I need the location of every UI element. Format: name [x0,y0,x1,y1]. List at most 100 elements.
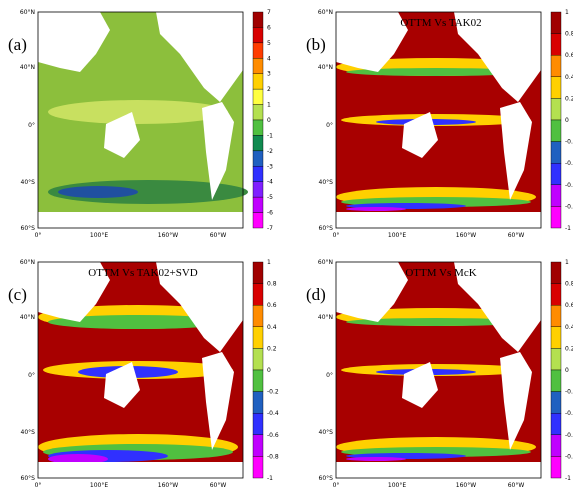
colorbar-box [551,55,561,77]
colorbar-box [551,34,561,56]
lat-tick-label: 40°N [20,314,35,321]
field-band [48,100,228,124]
colorbar-label: -0.8 [565,203,573,210]
colorbar-box [253,348,263,370]
lat-tick-label: 0° [28,372,35,379]
colorbar-label: -0.2 [267,389,279,396]
colorbar-box [253,27,263,42]
colorbar-box [551,305,561,327]
colorbar-box [253,456,263,478]
colorbar-label: 0 [565,367,569,374]
colorbar-label: 0.8 [267,281,277,288]
colorbar-label: 1 [565,9,569,16]
colorbar-label: -0.4 [565,160,573,167]
colorbar-label: 0.2 [565,95,573,102]
colorbar-label: -1 [267,132,273,139]
colorbar-label: -0.2 [565,139,573,146]
colorbar-box [253,58,263,73]
colorbar-label: -0.6 [267,432,279,439]
colorbar-label: -0.2 [565,389,573,396]
colorbar-box [253,166,263,181]
colorbar-box [253,327,263,349]
colorbar-label: 0 [565,117,569,124]
lat-tick-label: 60°S [21,225,36,232]
lon-tick-label: 100°E [388,232,406,239]
colorbar-box [253,392,263,414]
colorbar-label: -0.8 [565,453,573,460]
lon-tick-label: 100°E [90,232,108,239]
colorbar-label: 1 [267,259,271,266]
colorbar-label: 0 [267,117,271,124]
colorbar-box [253,74,263,89]
colorbar-label: 0.4 [565,324,573,331]
lat-tick-label: 40°N [318,314,333,321]
lon-tick-label: 160°W [456,482,476,489]
lon-tick-label: 100°E [90,482,108,489]
lon-tick-label: 100°E [388,482,406,489]
colorbar-box [253,262,263,284]
colorbar-label: 3 [267,71,271,78]
colorbar-label: 0.8 [565,281,573,288]
panel-label: (c) [8,285,27,304]
lat-tick-label: 40°S [21,179,36,186]
colorbar-box [551,12,561,34]
lon-tick-label: 60°W [508,232,525,239]
lat-tick-label: 0° [28,122,35,129]
lon-tick-label: 0° [35,482,42,489]
lat-tick-label: 60°S [21,475,36,482]
colorbar-label: 1 [565,259,569,266]
colorbar-box [253,89,263,104]
colorbar-box [253,151,263,166]
lon-tick-label: 160°W [456,232,476,239]
colorbar-box [253,370,263,392]
lat-tick-label: 60°N [318,9,333,16]
panel-title: OTTM Vs TAK02+SVD [88,267,197,279]
colorbar-box [253,197,263,212]
colorbar-label: -0.6 [565,182,573,189]
colorbar-box [253,182,263,197]
lat-tick-label: 40°N [20,64,35,71]
field-band [346,457,406,461]
colorbar-label: 2 [267,86,271,93]
colorbar-box [551,77,561,99]
colorbar-box [253,105,263,120]
lat-tick-label: 40°S [319,429,334,436]
lon-tick-label: 60°W [210,232,227,239]
colorbar-box [551,98,561,120]
panel-title: OTTM Vs TAK02 [400,17,481,29]
colorbar-label: -0.6 [565,432,573,439]
panel-label: (b) [306,35,326,54]
lat-tick-label: 60°N [20,9,35,16]
colorbar-label: 0.6 [565,52,573,59]
colorbar-label: 0.6 [565,302,573,309]
lat-tick-label: 40°S [319,179,334,186]
field-band [346,207,406,211]
map [336,262,541,478]
colorbar-box [253,135,263,150]
colorbar-label: 7 [267,9,271,16]
colorbar-box [551,262,561,284]
panel: 60°N40°N0°40°S60°S0°100°E160°W60°W(b)OTT… [306,9,573,239]
colorbar-box [551,348,561,370]
colorbar-box [551,327,561,349]
lat-tick-label: 60°N [20,259,35,266]
colorbar-box [551,142,561,164]
lat-tick-label: 60°N [318,259,333,266]
lat-tick-label: 60°S [319,225,334,232]
map [38,12,248,228]
colorbar-box [551,120,561,142]
colorbar-box [253,120,263,135]
page: 60°N40°N0°40°S60°S0°100°E160°W60°W(a)765… [0,0,573,502]
colorbar-label: -1 [565,475,571,482]
lon-tick-label: 0° [333,232,340,239]
lon-tick-label: 60°W [210,482,227,489]
colorbar-box [551,206,561,228]
colorbar-box [551,413,561,435]
colorbar-box [551,284,561,306]
lon-tick-label: 0° [35,232,42,239]
colorbar-box [253,284,263,306]
panel-label: (a) [8,35,27,54]
colorbar-box [253,413,263,435]
colorbar-box [253,435,263,457]
